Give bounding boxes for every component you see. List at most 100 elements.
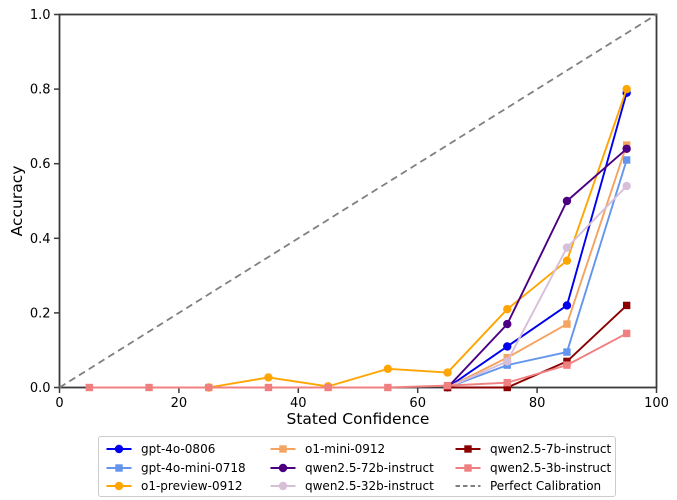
legend-label: qwen2.5-3b-instruct — [490, 460, 612, 475]
y-tick-label: 1.0 — [30, 8, 51, 23]
legend-item-qwen2.5-72b-instruct: qwen2.5-72b-instruct — [269, 459, 454, 478]
o1-preview-0912-marker-circle — [383, 364, 393, 374]
x-tick-label: 60 — [409, 396, 426, 411]
qwen2.5-72b-instruct-marker-circle — [503, 319, 512, 329]
qwen2.5-32b-instruct-marker-circle — [503, 357, 512, 366]
series-gpt-4o-mini-0718 — [443, 156, 631, 392]
qwen2.5-7b-instruct-marker-square — [563, 357, 571, 366]
y-tick-label: 0.2 — [30, 306, 51, 321]
axes: 0 20 40 60 80 100 0.0 0.2 0.4 0.6 0.8 1.0 — [30, 8, 669, 411]
qwen2.5-3b-instruct-marker-square — [384, 383, 392, 392]
x-tick-label: 0 — [55, 396, 63, 411]
legend-column: qwen2.5-7b-instruct qwen2.5-3b-instruct Pe… — [454, 440, 612, 496]
legend-item-qwen2.5-7b-instruct: qwen2.5-7b-instruct — [454, 440, 612, 459]
legend-marker — [114, 482, 124, 491]
y-tick-label: 0.8 — [30, 83, 51, 98]
qwen2.5-3b-instruct-marker-square — [324, 383, 332, 392]
perfect-calibration-dashed-line — [59, 13, 657, 389]
qwen2.5-3b-instruct-marker-square — [622, 329, 631, 338]
circle-marker-icon — [270, 463, 296, 473]
circle-marker-icon — [270, 482, 296, 491]
y-tick-label: 0.0 — [30, 381, 51, 396]
legend-label: o1-preview-0912 — [141, 479, 243, 494]
y-tick-label: 0.4 — [30, 232, 51, 247]
legend-label: gpt-4o-0806 — [141, 442, 216, 457]
qwen2.5-32b-instruct-marker-circle — [622, 181, 631, 191]
gpt-4o-mini-0718-marker-square — [563, 348, 571, 356]
gpt-4o-mini-0718-marker-square — [622, 156, 631, 164]
series-line — [89, 332, 628, 389]
legend-label: o1-mini-0912 — [305, 442, 386, 457]
series-line — [446, 148, 628, 389]
legend-marker — [278, 463, 288, 473]
perfect-calibration-line — [59, 13, 657, 389]
series-line — [208, 88, 628, 389]
legend-column: gpt-4o-0806 gpt-4o-mini-0718 o1-preview-09… — [105, 440, 269, 496]
o1-preview-0912-marker-circle — [443, 368, 452, 377]
legend-label: qwen2.5-7b-instruct — [490, 442, 612, 457]
legend-marker — [278, 482, 288, 491]
qwen2.5-7b-instruct-marker-square — [503, 383, 511, 392]
square-marker-icon — [270, 445, 296, 453]
data-series — [85, 84, 631, 392]
legend-item-o1-preview-0912: o1-preview-0912 — [105, 477, 269, 496]
series-line — [447, 92, 628, 389]
o1-preview-0912-marker-circle — [264, 373, 273, 382]
qwen2.5-3b-instruct-marker-square — [205, 383, 213, 392]
gpt-4o-0806-marker-circle — [503, 342, 512, 351]
qwen2.5-3b-instruct-marker-square — [443, 381, 452, 390]
legend-label: gpt-4o-mini-0718 — [141, 460, 246, 475]
o1-preview-0912-marker-circle — [503, 304, 512, 314]
legend-item-Perfect Calibration: Perfect Calibration — [454, 477, 612, 496]
legend-label: qwen2.5-72b-instruct — [305, 460, 434, 475]
x-axis-label: Stated Confidence — [287, 410, 430, 428]
legend-column: o1-mini-0912 qwen2.5-72b-instruct qwen2.5-… — [269, 440, 454, 496]
legend-label: Perfect Calibration — [490, 479, 602, 494]
qwen2.5-3b-instruct-marker-square — [145, 383, 153, 392]
legend-marker — [114, 445, 124, 454]
o1-preview-0912-marker-circle — [562, 256, 572, 265]
qwen2.5-72b-instruct-marker-circle — [562, 196, 572, 206]
x-tick-label: 20 — [171, 396, 188, 411]
legend-item-o1-mini-0912: o1-mini-0912 — [269, 440, 454, 459]
qwen2.5-7b-instruct-marker-square — [622, 301, 631, 310]
qwen2.5-32b-instruct-marker-circle — [562, 243, 572, 252]
qwen2.5-3b-instruct-marker-square — [264, 383, 273, 392]
qwen2.5-3b-instruct-marker-square — [503, 378, 511, 387]
x-tick-label: 100 — [644, 396, 669, 411]
y-tick-label: 0.6 — [30, 157, 51, 172]
circle-marker-icon — [106, 482, 132, 491]
legend-item-gpt-4o-mini-0718: gpt-4o-mini-0718 — [105, 459, 269, 478]
legend-item-qwen2.5-32b-instruct: qwen2.5-32b-instruct — [269, 477, 454, 496]
x-tick-label: 80 — [529, 396, 546, 411]
series-qwen2.5-72b-instruct — [443, 144, 631, 392]
series-line — [447, 144, 628, 389]
legend-label: qwen2.5-32b-instruct — [305, 479, 434, 494]
legend-box: gpt-4o-0806 gpt-4o-mini-0718 o1-preview-09… — [98, 436, 616, 497]
series-line — [447, 159, 628, 389]
legend-item-qwen2.5-3b-instruct: qwen2.5-3b-instruct — [454, 459, 612, 478]
y-axis-label: Accuracy — [8, 166, 26, 237]
o1-mini-0912-marker-square — [563, 320, 571, 328]
series-qwen2.5-3b-instruct — [85, 329, 631, 392]
series-qwen2.5-32b-instruct — [443, 181, 631, 392]
series-o1-preview-0912 — [204, 84, 631, 392]
circle-marker-icon — [106, 445, 132, 454]
qwen2.5-3b-instruct-marker-square — [563, 361, 571, 369]
square-marker-icon — [106, 464, 132, 472]
legend-marker — [115, 464, 123, 472]
square-marker-icon — [455, 464, 481, 472]
legend-item-gpt-4o-0806: gpt-4o-0806 — [105, 440, 269, 459]
gpt-4o-0806-marker-circle — [562, 301, 572, 310]
square-marker-icon — [455, 445, 481, 453]
legend-marker — [279, 445, 287, 453]
qwen2.5-3b-instruct-marker-square — [85, 383, 94, 392]
qwen2.5-72b-instruct-marker-circle — [622, 144, 631, 153]
x-tick-label: 40 — [290, 396, 307, 411]
o1-preview-0912-marker-circle — [622, 84, 631, 94]
series-line — [447, 185, 628, 389]
legend-marker — [464, 464, 472, 472]
legend-marker — [464, 445, 472, 453]
